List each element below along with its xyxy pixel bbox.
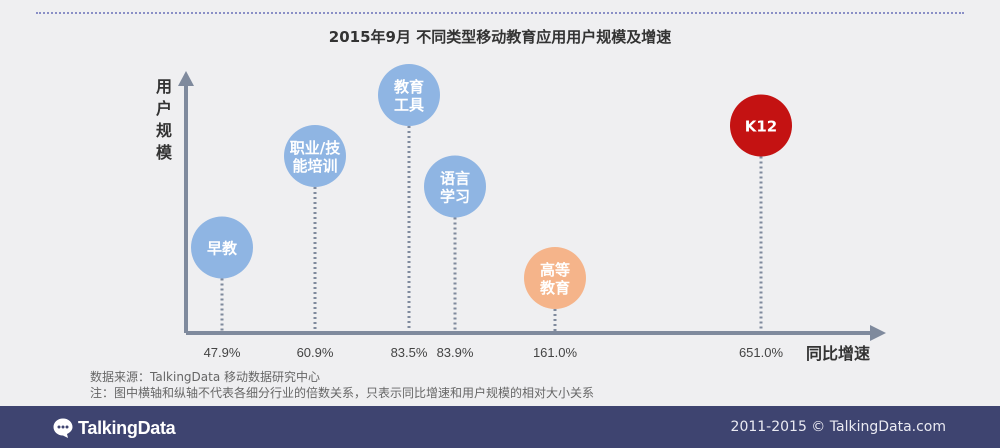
footer-bar: TalkingData 2011-2015 © TalkingData.com (0, 406, 1000, 448)
data-bubble-label: 教育工具 (393, 78, 424, 114)
footer-copyright: 2011-2015 © TalkingData.com (730, 419, 946, 435)
y-axis-label-char: 用 (156, 77, 172, 96)
x-value-label: 651.0% (739, 345, 784, 360)
data-bubble (378, 64, 440, 126)
y-axis-label-char: 规 (156, 121, 172, 140)
note-text: 注：图中横轴和纵轴不代表各细分行业的倍数关系，只表示同比增速和用户规模的相对大小… (90, 386, 595, 400)
data-bubble-label: 早教 (207, 240, 238, 258)
logo-text: TalkingData (78, 417, 176, 438)
data-bubble (524, 247, 586, 309)
data-bubble (191, 216, 253, 279)
x-value-label: 83.9% (437, 345, 474, 360)
chart-title: 2015年9月 不同类型移动教育应用用户规模及增速 (328, 28, 672, 46)
data-bubble-label: 语言学习 (440, 170, 470, 206)
x-value-label: 47.9% (204, 345, 241, 360)
x-value-label: 83.5% (391, 345, 428, 360)
top-dotted-rule (36, 12, 964, 14)
x-value-label: 60.9% (297, 345, 334, 360)
source-note: 数据来源：TalkingData 移动数据研究中心 注：图中横轴和纵轴不代表各细… (90, 369, 594, 401)
x-value-label: 161.0% (533, 345, 578, 360)
data-bubble-label: 职业/技能培训 (290, 139, 341, 175)
data-bubble (284, 125, 346, 187)
talkingdata-logo-icon (53, 418, 73, 438)
x-axis-arrow (870, 325, 886, 341)
x-axis-label: 同比增速 (806, 344, 870, 363)
source-text: 数据来源：TalkingData 移动数据研究中心 (90, 370, 321, 384)
footer-logo: TalkingData (52, 417, 176, 439)
data-bubble-label: K12 (745, 118, 778, 136)
y-axis-label-char: 模 (156, 143, 173, 162)
data-bubble-label: 高等教育 (539, 261, 570, 297)
data-bubble (730, 94, 792, 157)
y-axis-label-char: 户 (156, 99, 172, 118)
y-axis-arrow (178, 71, 194, 86)
data-bubble (424, 155, 486, 218)
